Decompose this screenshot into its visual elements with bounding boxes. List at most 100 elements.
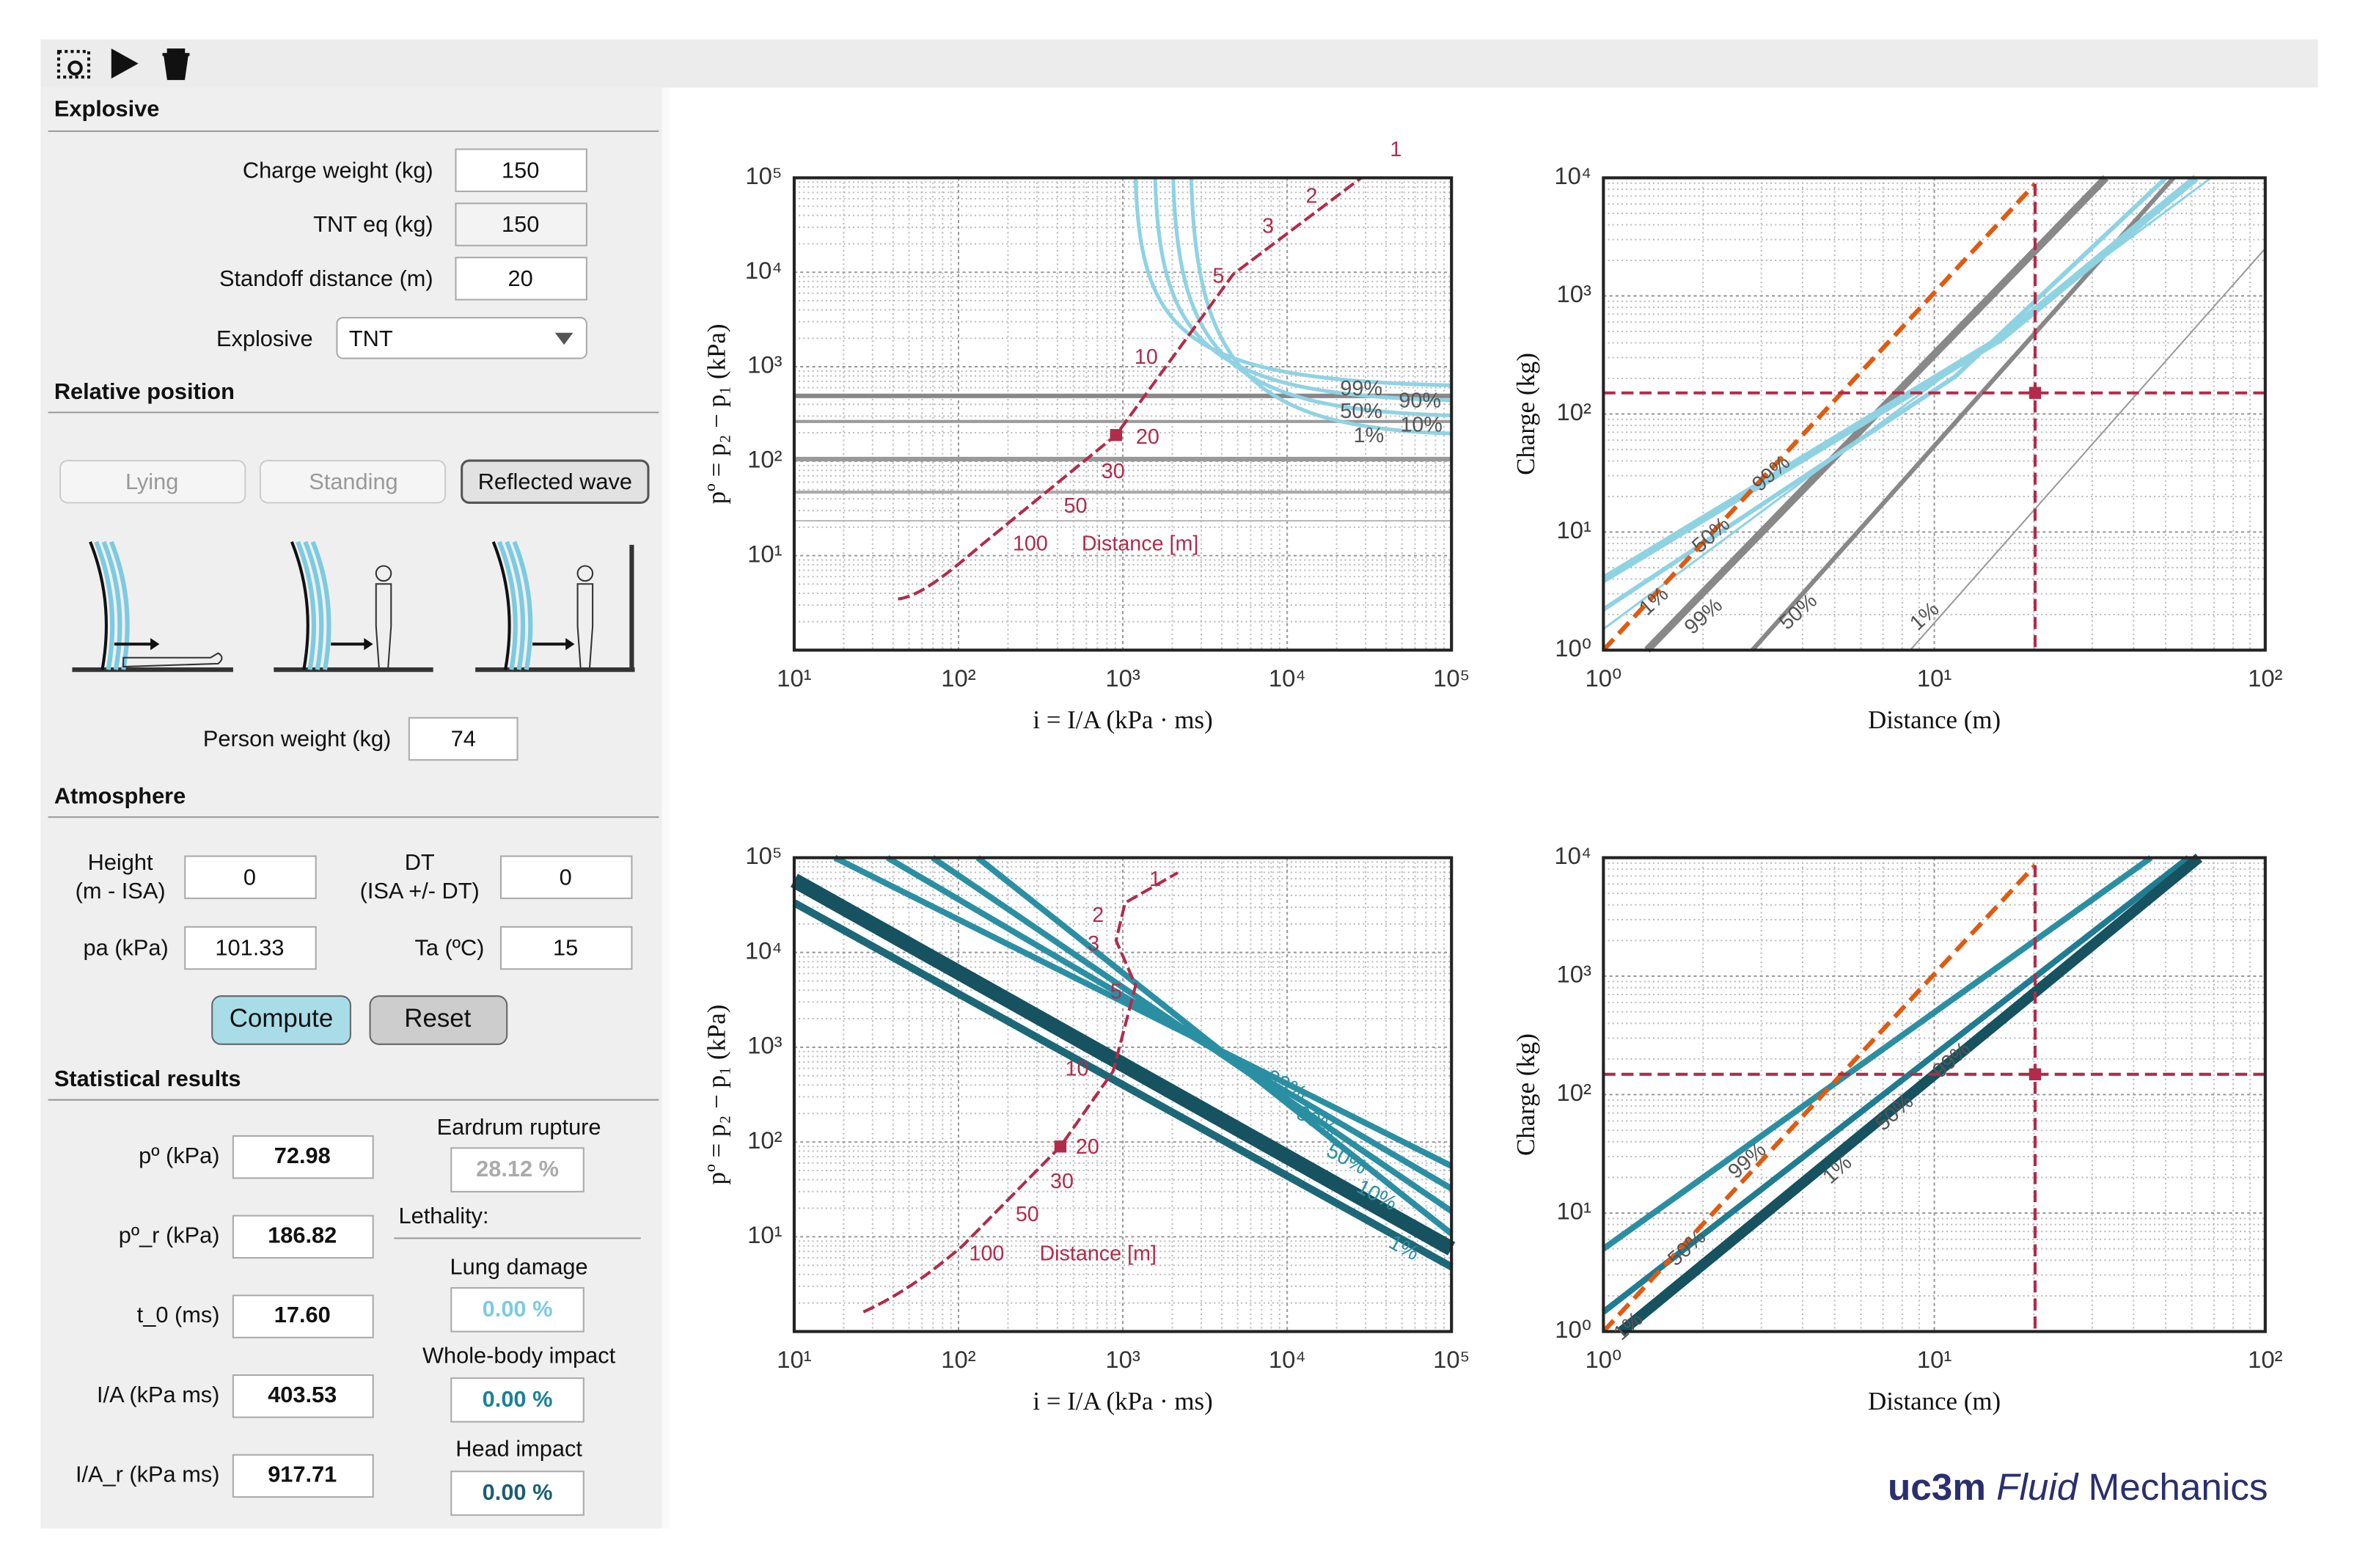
- impact-contour: [792, 899, 1454, 1270]
- x-axis-label: i = I/A (kPa · ms): [1033, 1387, 1212, 1415]
- field-label: I/A (kPa ms): [97, 1382, 219, 1407]
- x-tick-label: 10¹: [1917, 664, 1952, 692]
- impact-line: [1601, 855, 2191, 1315]
- field-label: I/A_r (kPa ms): [76, 1462, 219, 1487]
- x-tick-label: 10⁰: [1586, 1346, 1622, 1373]
- annotation: 5: [1110, 981, 1122, 1004]
- annotation: 20: [1136, 425, 1159, 449]
- annotation: 30: [1050, 1170, 1074, 1193]
- annotation: 50%: [1340, 400, 1382, 423]
- dropdown-arrow: [554, 332, 573, 345]
- y-tick-label: 10³: [1557, 961, 1591, 988]
- annotation: 1: [1149, 868, 1161, 891]
- annotation: 3: [1262, 215, 1274, 238]
- annotation: 10%: [1400, 413, 1442, 436]
- compute-button[interactable]: [211, 995, 351, 1045]
- output: [232, 1374, 374, 1418]
- annotation: 50: [1063, 494, 1087, 518]
- x-tick-label: 10²: [2248, 1346, 2282, 1373]
- field-label: Person weight (kg): [203, 726, 391, 752]
- snapshot-lens: [67, 60, 83, 76]
- logo-italic: Fluid: [1996, 1465, 2079, 1507]
- output: [450, 1287, 584, 1333]
- input[interactable]: [455, 148, 587, 192]
- wave-front: [89, 541, 511, 670]
- play-icon[interactable]: [111, 48, 139, 79]
- person-head: [375, 565, 392, 582]
- plot-frame: [792, 856, 1454, 1333]
- button-label: Reset: [404, 1004, 471, 1033]
- input[interactable]: [408, 717, 518, 761]
- y-tick-label: 10⁵: [745, 162, 782, 189]
- x-axis-label: Distance (m): [1868, 1387, 2001, 1415]
- field-label: Explosive: [216, 326, 313, 351]
- plot-4-curves: [1601, 853, 2265, 1336]
- y-axis-label: Charge (kg): [1511, 1033, 1540, 1156]
- field-label: pº (kPa): [139, 1143, 219, 1168]
- x-tick-label: 10¹: [777, 664, 811, 692]
- reset-button[interactable]: [369, 995, 508, 1045]
- field-label: Lethality:: [399, 1203, 489, 1228]
- x-tick-label: 10¹: [1917, 1346, 1952, 1373]
- button[interactable]: [59, 460, 246, 504]
- section-title: Explosive: [54, 95, 160, 121]
- input-value: 101.33: [215, 935, 284, 961]
- impact-contour: [833, 854, 1454, 1237]
- field-label: t_0 (ms): [137, 1302, 220, 1327]
- y-tick-label: 10¹: [1557, 1198, 1591, 1225]
- output-value: 0.00 %: [483, 1386, 553, 1412]
- tnt-line: [1602, 182, 2037, 652]
- x-tick-label: 10⁴: [1269, 664, 1306, 692]
- annotation: 2: [1305, 185, 1317, 208]
- impact-contour: [790, 873, 1456, 1256]
- input[interactable]: [499, 855, 633, 899]
- dropdown-value: TNT: [349, 326, 393, 351]
- button[interactable]: [461, 459, 650, 505]
- x-tick-label: 10⁰: [1586, 664, 1622, 692]
- output: [232, 1215, 374, 1259]
- y-tick-label: 10¹: [1557, 516, 1591, 543]
- field-label: (ISA +/- DT): [360, 878, 480, 904]
- y-tick-label: 10⁴: [1554, 842, 1591, 869]
- input[interactable]: [455, 257, 587, 301]
- lung-contour: [1133, 177, 1452, 436]
- annotation: 30: [1102, 460, 1125, 483]
- tnt-line: [1602, 863, 2037, 1333]
- person-lying: [122, 652, 223, 668]
- delete-icon[interactable]: [162, 48, 190, 81]
- annotation: 100: [1013, 532, 1048, 555]
- input-value: 15: [553, 935, 578, 961]
- input[interactable]: [499, 926, 633, 970]
- dropdown[interactable]: [336, 317, 587, 359]
- distance-curve: [862, 871, 1179, 1314]
- field-label: Charge weight (kg): [243, 157, 433, 183]
- output-value: 0.00 %: [483, 1296, 553, 1322]
- output-value: 0.00 %: [483, 1479, 553, 1505]
- input: [455, 202, 587, 246]
- current-point: [2029, 1068, 2042, 1081]
- lung-line: [1602, 176, 2168, 612]
- field-label: Lung damage: [450, 1254, 588, 1280]
- y-tick-label: 10²: [1557, 1079, 1591, 1106]
- logo-brand: uc3m: [1888, 1465, 1986, 1507]
- field-label: Whole-body impact: [422, 1343, 616, 1369]
- input-value: 74: [451, 726, 476, 752]
- plot-3-curves: [790, 854, 1456, 1314]
- field-label: Head impact: [455, 1436, 582, 1462]
- output: [232, 1135, 374, 1179]
- x-tick-label: 10⁴: [1269, 1346, 1306, 1373]
- input-value: 0: [560, 864, 572, 890]
- plot-frame: [792, 176, 1454, 652]
- field-label: Height: [88, 849, 153, 875]
- snapshot-icon[interactable]: [56, 50, 91, 79]
- input[interactable]: [184, 926, 317, 970]
- input[interactable]: [184, 855, 317, 899]
- button[interactable]: [259, 460, 447, 504]
- x-tick-label: 10³: [1105, 1346, 1140, 1373]
- logo: uc3m Fluid Mechanics: [1888, 1465, 2268, 1507]
- field-label: DT: [405, 849, 435, 875]
- wave: [497, 541, 533, 670]
- toolbar-icons: [56, 48, 190, 81]
- output-value: 186.82: [268, 1222, 337, 1248]
